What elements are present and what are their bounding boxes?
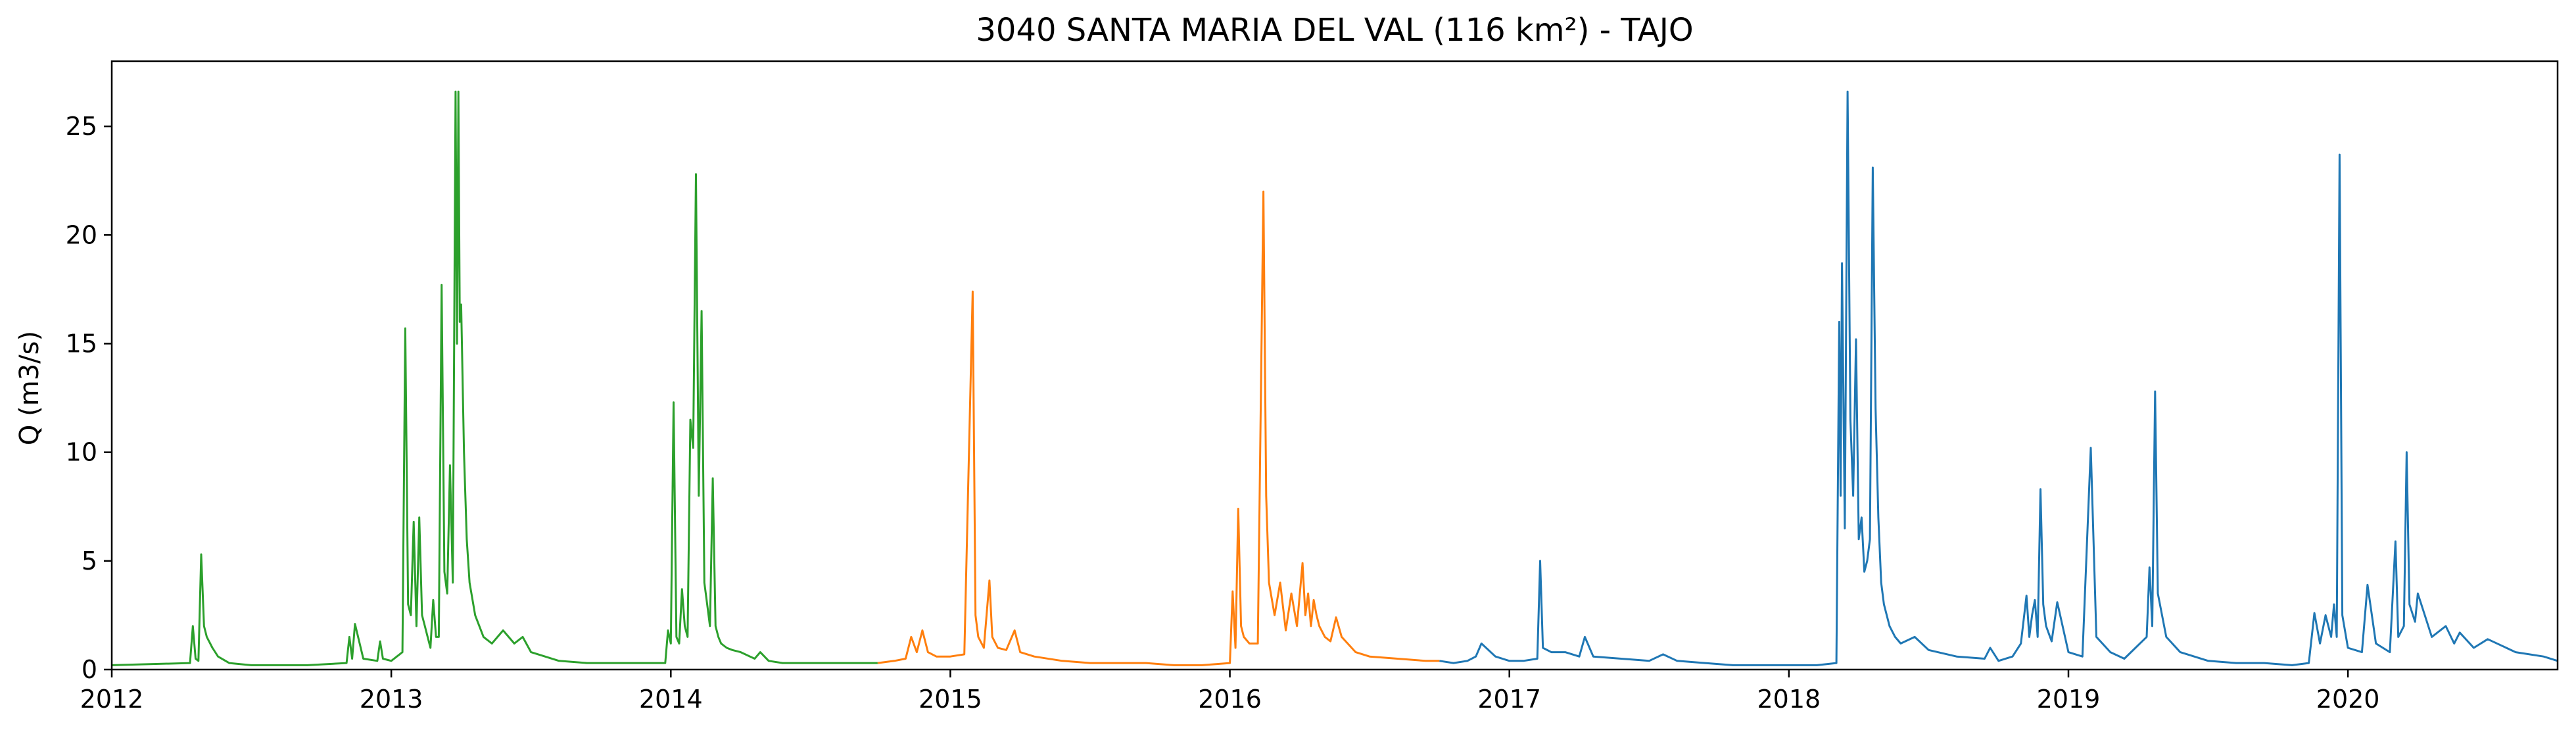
x-tick-label: 2019 [2037, 685, 2101, 714]
axis-layer: 0 5 10 15 20 25 2012 2013 2014 2015 2016 2017 2018 20… [66, 112, 2380, 714]
y-tick-label: 20 [66, 220, 97, 249]
x-tick-label: 2013 [360, 685, 423, 714]
series-layer [112, 91, 2558, 665]
x-tick-label: 2014 [639, 685, 703, 714]
series-line-period-2012-2014 [112, 91, 878, 665]
y-tick-label: 15 [66, 329, 97, 358]
x-tick-label: 2015 [918, 685, 982, 714]
series-line-period-2016-2020 [1439, 91, 2558, 665]
x-tick-label: 2016 [1198, 685, 1262, 714]
x-tick-label: 2017 [1477, 685, 1541, 714]
y-tick-label: 25 [66, 112, 97, 141]
x-tick-label: 2020 [2316, 685, 2380, 714]
chart-title: 3040 SANTA MARIA DEL VAL (116 km²) - TAJ… [976, 12, 1693, 49]
series-line-period-2014-2016 [878, 191, 1439, 665]
y-tick-label: 0 [82, 655, 97, 684]
x-tick-label: 2018 [1757, 685, 1821, 714]
y-tick-label: 10 [66, 438, 97, 467]
y-axis-label: Q (m3/s) [14, 331, 45, 445]
plot-frame [112, 61, 2558, 670]
y-tick-label: 5 [82, 547, 97, 575]
x-tick-label: 2012 [80, 685, 144, 714]
